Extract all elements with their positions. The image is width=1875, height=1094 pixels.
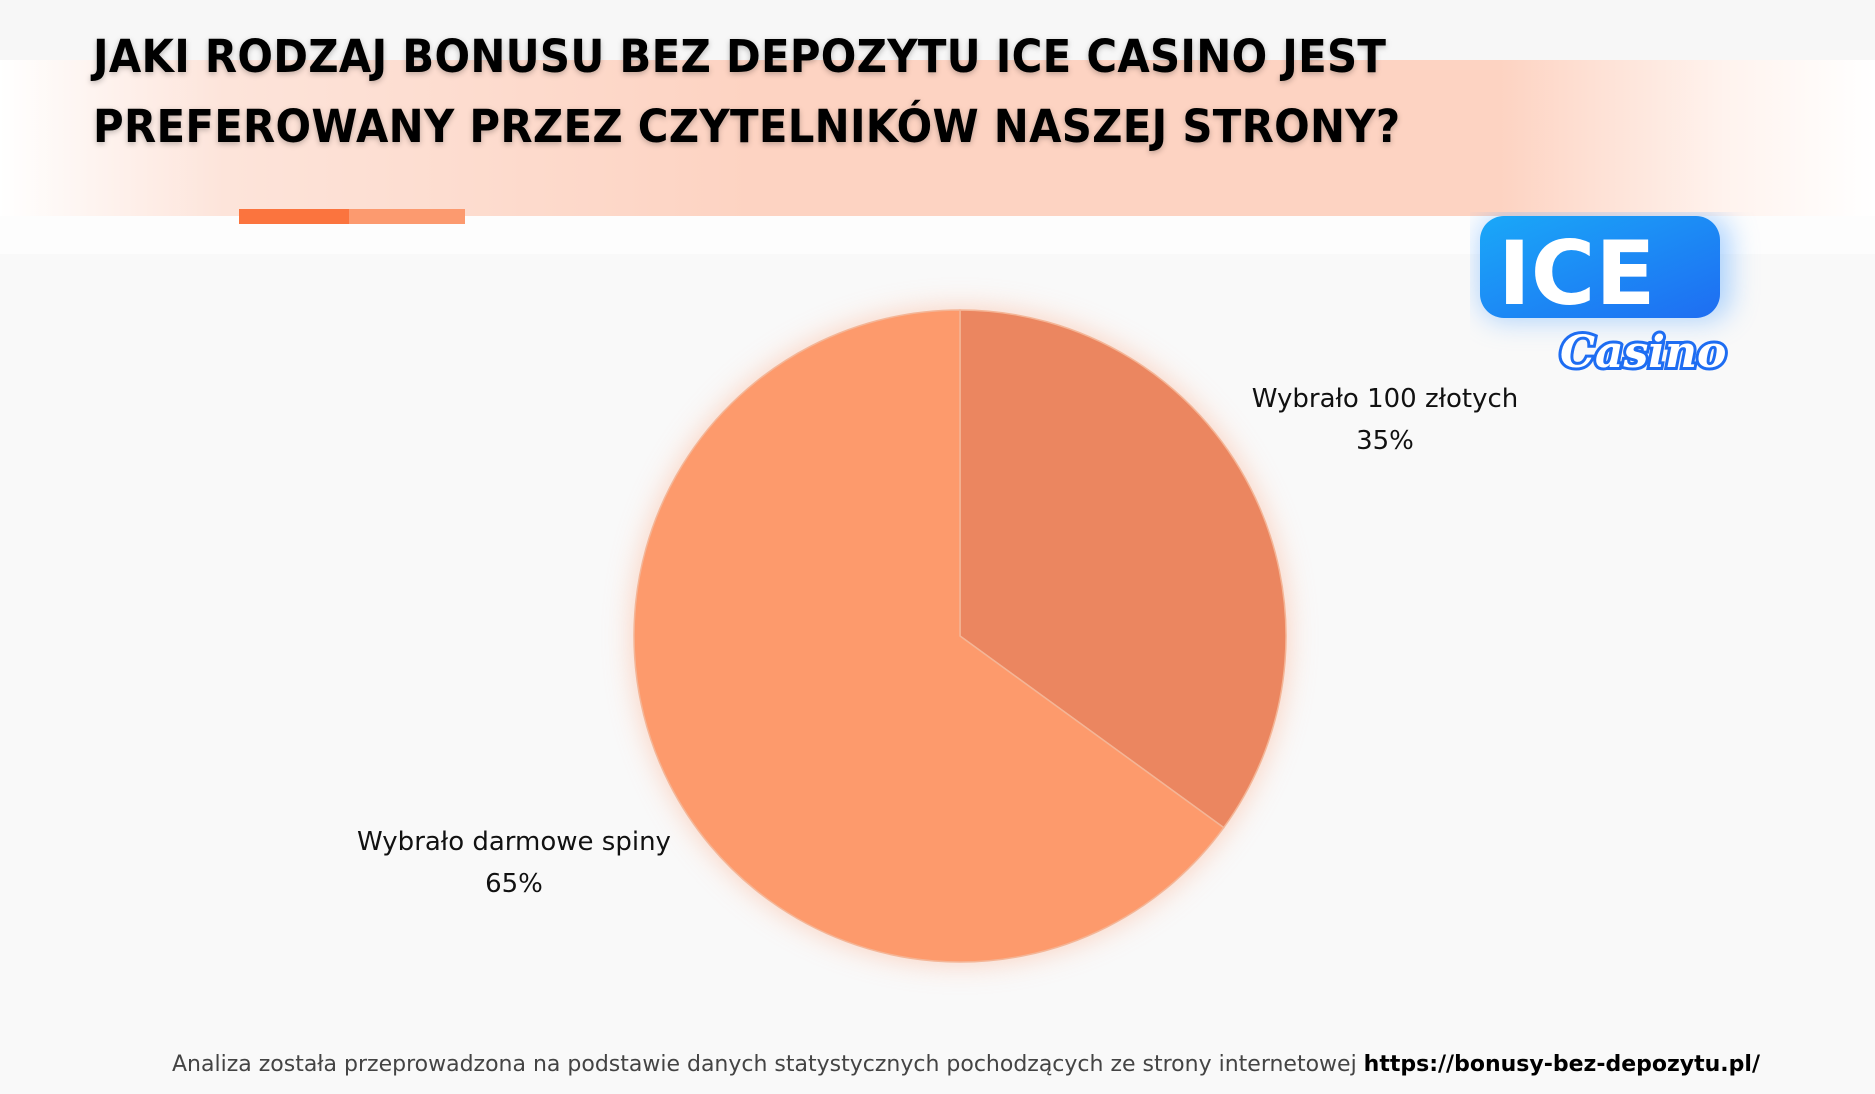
slice-label-darmowe-spiny: Wybrało darmowe spiny 65% [357,821,671,905]
accent-bar-dark [239,209,349,224]
slice-label-value: 35% [1356,426,1414,456]
ice-casino-logo: ICE Casino [1480,216,1730,372]
accent-bar-light [349,209,465,224]
pie-slice-1 [633,309,1225,963]
slice-label-value: 65% [485,869,543,899]
footer-link[interactable]: https://bonusy-bez-depozytu.pl/ [1363,1052,1760,1077]
slice-label-100-zl: Wybrało 100 złotych 35% [1252,378,1519,462]
footer-text: Analiza została przeprowadzona na podsta… [172,1052,1357,1077]
logo-ice-text: ICE [1498,222,1655,325]
logo-casino-text: Casino [1560,327,1726,372]
chart-title: JAKI RODZAJ BONUSU BEZ DEPOZYTU ICE CASI… [93,22,1400,162]
top-background [0,0,1875,60]
pie-slice-0 [959,309,1287,829]
title-line-2: PREFEROWANY PRZEZ CZYTELNIKÓW NASZEJ STR… [93,100,1401,153]
title-band [0,60,1875,216]
title-line-1: JAKI RODZAJ BONUSU BEZ DEPOZYTU ICE CASI… [93,30,1387,83]
slice-label-name: Wybrało darmowe spiny [357,827,671,857]
footer-note: Analiza została przeprowadzona na podsta… [172,1052,1760,1077]
slice-label-name: Wybrało 100 złotych [1251,384,1519,414]
